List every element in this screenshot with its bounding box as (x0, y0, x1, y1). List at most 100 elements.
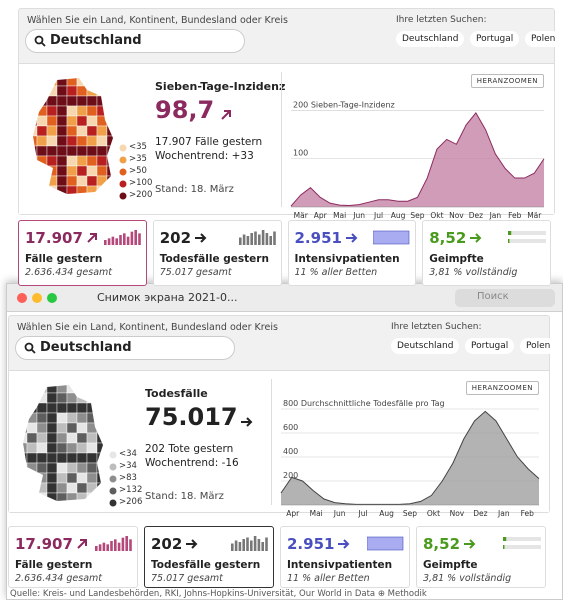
card-title: Geimpfte (429, 253, 484, 265)
metric-trend: Wochentrend: +33 (155, 150, 254, 162)
map-region (86, 482, 98, 494)
map-region (36, 422, 48, 434)
map-region (106, 135, 113, 147)
icon (34, 35, 44, 45)
map-region (36, 385, 48, 394)
recent-chip[interactable]: Portugal (465, 338, 515, 354)
search-placeholder: Поиск (477, 291, 509, 302)
map-region (46, 422, 58, 434)
map-region (36, 155, 48, 167)
progress-track (508, 231, 546, 235)
map-region (86, 78, 98, 87)
map-region (96, 472, 103, 484)
stat-card[interactable]: 17.907 Fälle gestern 2.636.434 gesamt (8, 526, 138, 588)
map-region (76, 105, 88, 117)
recent-chip[interactable]: Deutschland (391, 338, 460, 354)
map-region (26, 472, 38, 484)
trend-arrow (464, 539, 476, 549)
card-value: 8,52 (423, 535, 461, 553)
map-region (86, 442, 98, 454)
spark-bar (95, 546, 98, 551)
search-field[interactable]: Поиск (455, 289, 555, 307)
map-region (56, 85, 68, 97)
map-region (23, 422, 28, 434)
close-button[interactable] (17, 293, 27, 303)
legend-swatch (119, 144, 127, 152)
trend-arrow (345, 233, 357, 243)
map-region (76, 442, 88, 454)
map-region (66, 78, 78, 87)
x-tick-label: Jun (352, 211, 365, 220)
spark-bar (238, 542, 242, 551)
stat-card[interactable]: 17.907 Fälle gestern 2.636.434 gesamt (18, 220, 147, 286)
stat-card[interactable]: 202 Todesfälle gestern 75.017 gesamt (152, 220, 282, 286)
map-region (46, 442, 58, 454)
spark-bar (265, 537, 268, 551)
map-region (86, 145, 98, 157)
map-region (96, 155, 108, 167)
map (23, 385, 103, 501)
card-sub: 11 % aller Betten (287, 573, 370, 584)
stat-card[interactable]: 8,52 Geimpfte 3,81 % vollständig (416, 526, 546, 588)
recent-label: Ihre letzten Suchen: (391, 322, 482, 332)
zoom-button[interactable]: HERANZOOMEN (470, 74, 544, 88)
stat-card[interactable]: 202 Todesfälle gestern 75.017 gesamt (144, 526, 274, 588)
zoom-button[interactable] (47, 293, 57, 303)
stat-card[interactable]: 2.951 Intensivpatienten 11 % aller Betten (287, 220, 417, 286)
legend-label: <34 (119, 449, 137, 459)
card-title: Geimpfte (423, 559, 478, 571)
map-region (56, 78, 68, 87)
map-region (46, 165, 58, 177)
map-region (56, 185, 68, 194)
zoom-button[interactable]: HERANZOOMEN (465, 381, 539, 395)
map-region (76, 412, 88, 424)
map-region (96, 78, 108, 87)
content-area: <35 >35 >50 >100 >200 Sieben-Tage-Inzidenz 98,… (19, 63, 554, 220)
legend-swatch (109, 451, 117, 459)
arrow-shape (470, 233, 482, 243)
map-region (96, 422, 103, 434)
map-region (46, 145, 58, 157)
minimize-button[interactable] (32, 293, 42, 303)
dashboard-panel: Wählen Sie ein Land, Kontinent, Bundesla… (18, 8, 562, 220)
card-graphic (503, 537, 541, 549)
map-region (36, 442, 48, 454)
x-tick-label: Dez (473, 509, 487, 518)
map-region (33, 135, 38, 147)
x-tick-label: Mär (527, 211, 542, 220)
metric-title: Todesfälle (145, 387, 208, 400)
window-title: Снимок экрана 2021-0... (97, 291, 238, 304)
map-region (66, 422, 78, 434)
map-region (56, 392, 68, 404)
map-region (56, 135, 68, 147)
x-tick-label: Sep (410, 211, 424, 220)
recent-chip[interactable]: Portugal (470, 31, 520, 47)
stat-card[interactable]: 8,52 Geimpfte 3,81 % vollständig (422, 220, 551, 286)
map-region (56, 95, 68, 107)
recent-chip[interactable]: Polen (525, 31, 562, 47)
map-region (76, 85, 88, 97)
spark-bar (115, 238, 118, 245)
map-region (76, 402, 88, 414)
spark-bar (111, 236, 114, 245)
area-line (280, 410, 540, 505)
map-region (56, 422, 68, 434)
map-region (36, 432, 48, 444)
map-region (36, 482, 48, 494)
recent-chip[interactable]: Deutschland (396, 31, 465, 47)
legend-swatch (109, 487, 117, 495)
recent-chip[interactable]: Polen (520, 338, 557, 354)
search-box[interactable]: Deutschland (15, 336, 235, 360)
map-region (23, 385, 28, 394)
trend-arrow (194, 233, 207, 243)
map-region (66, 115, 78, 127)
arrow-shape (338, 539, 350, 549)
stat-card[interactable]: 2.951 Intensivpatienten 11 % aller Betten (280, 526, 410, 588)
search-box[interactable]: Deutschland (25, 29, 245, 53)
map-region (76, 492, 88, 501)
card-sub: 11 % aller Betten (294, 267, 378, 278)
map-region (36, 145, 48, 157)
map-region (46, 392, 58, 404)
map-region (26, 452, 38, 464)
trend-arrow (87, 233, 97, 243)
